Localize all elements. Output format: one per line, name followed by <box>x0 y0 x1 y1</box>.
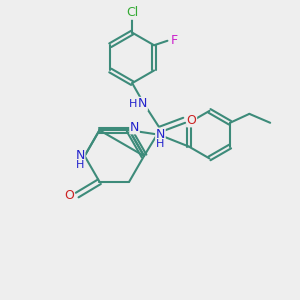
Text: H: H <box>129 99 137 109</box>
Text: H: H <box>76 160 84 170</box>
Text: O: O <box>64 189 74 202</box>
Text: N: N <box>130 121 139 134</box>
Text: F: F <box>170 34 178 47</box>
Text: H: H <box>156 139 165 149</box>
Text: O: O <box>187 114 196 127</box>
Text: N: N <box>138 98 147 110</box>
Text: N: N <box>76 149 85 162</box>
Text: N: N <box>156 128 165 141</box>
Text: Cl: Cl <box>126 6 138 19</box>
